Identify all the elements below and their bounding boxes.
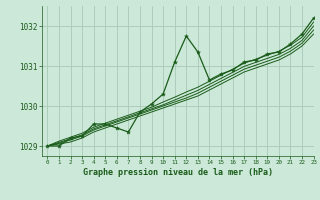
X-axis label: Graphe pression niveau de la mer (hPa): Graphe pression niveau de la mer (hPa) bbox=[83, 168, 273, 177]
